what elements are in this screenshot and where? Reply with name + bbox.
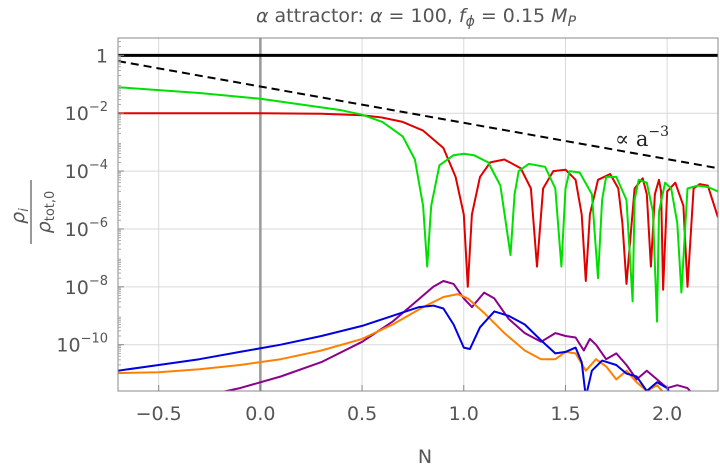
x-tick-label: 0.5 xyxy=(347,403,377,425)
series-purple-line xyxy=(221,280,692,391)
series-a-3-scaling-line xyxy=(118,60,718,170)
x-tick-label: −0.5 xyxy=(136,403,182,425)
title-M: M xyxy=(551,5,567,27)
y-tick-label: 10−8 xyxy=(65,274,108,299)
x-tick-label: 0.0 xyxy=(245,403,275,425)
title-text-2: = 100, xyxy=(383,5,459,27)
y-tick-label: 10−6 xyxy=(65,216,108,241)
annotation-prefix: ∝ a xyxy=(615,127,648,151)
y-tick-label: 10−10 xyxy=(56,332,108,357)
series-red-line xyxy=(118,112,718,291)
y-label-numerator: ρi xyxy=(7,208,32,224)
y-tick-label: 1 xyxy=(96,45,108,67)
x-tick-label: 1.5 xyxy=(550,403,580,425)
x-ticks: −0.5 0.0 0.5 1.0 1.5 2.0 xyxy=(136,385,682,425)
title-alpha-2: α xyxy=(370,5,383,27)
scaling-annotation: ∝ a−3 xyxy=(615,124,669,151)
title-text-1: attractor: xyxy=(269,5,370,27)
series-blue-line xyxy=(118,304,670,391)
x-tick-label: 1.0 xyxy=(449,403,479,425)
y-ticks: 1 10−2 10−4 10−6 10−8 10−10 xyxy=(56,41,124,366)
y-label-sub-tot: tot,0 xyxy=(43,191,58,222)
y-label-rho-den: ρ xyxy=(33,221,55,233)
title-f: f xyxy=(459,5,469,27)
title-P: P xyxy=(568,14,577,30)
title-alpha-1: α xyxy=(256,5,269,27)
plot-background xyxy=(118,38,718,391)
annotation-exponent: −3 xyxy=(648,124,669,140)
y-label-rho-num: ρ xyxy=(7,212,29,224)
series-group xyxy=(118,53,718,391)
plot-frame xyxy=(117,37,719,392)
title-text-3: = 0.15 xyxy=(475,5,551,27)
title-phi: ϕ xyxy=(466,14,475,30)
y-tick-label: 10−4 xyxy=(65,158,108,183)
y-label-denominator: ρtot,0 xyxy=(33,191,58,234)
y-axis-label: ρi ρtot,0 xyxy=(7,180,58,244)
chart-title: α attractor: α = 100, fϕ = 0.15 MP xyxy=(256,5,577,30)
y-tick-label: 10−2 xyxy=(65,100,108,125)
x-axis-label: N xyxy=(418,446,432,468)
series-green-line xyxy=(118,86,718,323)
x-tick-label: 2.0 xyxy=(652,403,682,425)
y-label-sub-i: i xyxy=(17,208,32,212)
